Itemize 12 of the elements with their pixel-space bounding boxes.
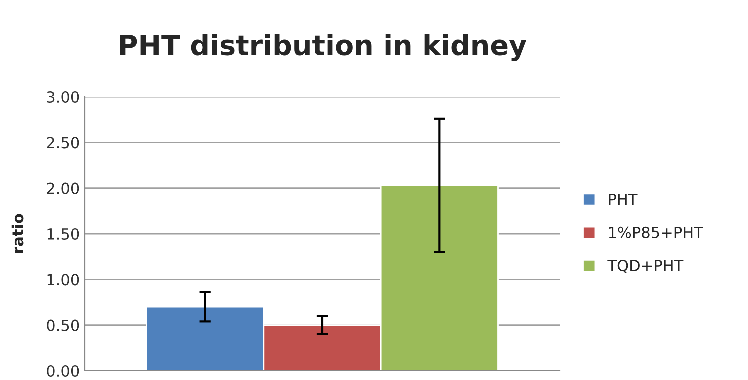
- y-tick-label: 2.50: [47, 137, 80, 149]
- y-tick-label: 1.50: [48, 228, 80, 240]
- y-tick-label: 0.00: [47, 365, 80, 378]
- y-tick-label: 2.00: [47, 182, 80, 194]
- y-axis-title: ratio: [12, 214, 24, 254]
- legend-label: 1%P85+PHT: [609, 226, 704, 238]
- chart-title: PHT distribution in kidney: [120, 34, 527, 62]
- y-tick-label: 0.50: [47, 320, 80, 332]
- y-tick-label: 3.00: [47, 91, 80, 104]
- legend-label: PHT: [609, 194, 638, 206]
- y-tick-label: 1.00: [48, 274, 80, 286]
- legend-label: TQD+PHT: [608, 260, 684, 274]
